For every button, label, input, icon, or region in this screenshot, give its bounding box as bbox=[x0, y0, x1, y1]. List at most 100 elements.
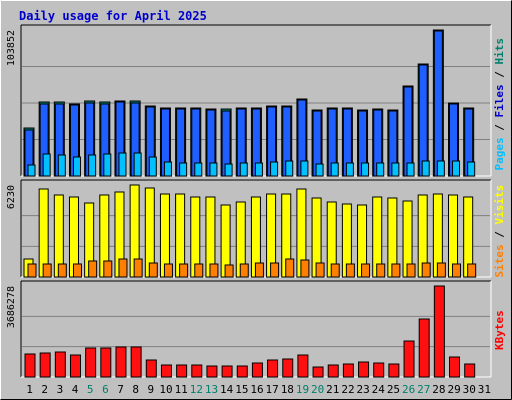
bar-pages-day-2 bbox=[42, 153, 51, 177]
bar-kbytes-day-15 bbox=[236, 365, 248, 378]
bar-sites-day-29 bbox=[452, 263, 462, 278]
bar-kbytes-day-24 bbox=[373, 362, 385, 378]
day-label: 19 bbox=[296, 383, 309, 396]
bar-pages-day-1 bbox=[27, 164, 36, 177]
day-label: 9 bbox=[148, 383, 155, 396]
bar-sites-day-30 bbox=[467, 263, 477, 278]
day-label: 1 bbox=[26, 383, 33, 396]
day-label: 2 bbox=[41, 383, 48, 396]
bar-kbytes-day-11 bbox=[176, 364, 188, 378]
bar-pages-day-3 bbox=[57, 154, 66, 177]
bar-pages-day-15 bbox=[239, 162, 248, 177]
series-label-part: / bbox=[493, 118, 506, 138]
bar-pages-day-9 bbox=[148, 156, 157, 177]
bar-sites-day-7 bbox=[118, 258, 128, 278]
bar-pages-day-28 bbox=[436, 160, 445, 177]
bar-files-day-27 bbox=[418, 64, 428, 177]
bar-kbytes-day-27 bbox=[418, 318, 430, 378]
bar-sites-day-16 bbox=[254, 262, 264, 278]
bar-sites-day-10 bbox=[163, 263, 173, 278]
day-label: 16 bbox=[250, 383, 263, 396]
day-label: 21 bbox=[326, 383, 339, 396]
bar-sites-day-28 bbox=[436, 262, 446, 278]
bar-pages-day-4 bbox=[72, 156, 81, 177]
bar-kbytes-day-13 bbox=[206, 365, 218, 378]
day-label: 11 bbox=[175, 383, 188, 396]
bar-kbytes-day-29 bbox=[449, 356, 461, 378]
series-label-part: Sites bbox=[493, 244, 506, 277]
bar-kbytes-day-3 bbox=[54, 351, 66, 378]
series-label-part: Pages bbox=[493, 137, 506, 170]
bar-sites-day-14 bbox=[224, 264, 234, 278]
bar-sites-day-22 bbox=[345, 263, 355, 278]
bar-kbytes-day-4 bbox=[69, 354, 81, 378]
day-label: 5 bbox=[87, 383, 94, 396]
bar-pages-day-21 bbox=[330, 162, 339, 177]
bar-sites-day-12 bbox=[194, 263, 204, 278]
bar-kbytes-day-30 bbox=[464, 363, 476, 378]
bar-kbytes-day-23 bbox=[358, 361, 370, 378]
bar-pages-day-23 bbox=[361, 162, 370, 177]
bar-sites-day-1 bbox=[27, 263, 37, 278]
bar-pages-day-7 bbox=[118, 152, 127, 177]
bar-pages-day-8 bbox=[133, 152, 142, 177]
bar-pages-day-29 bbox=[452, 160, 461, 177]
bar-sites-day-21 bbox=[330, 263, 340, 278]
bar-kbytes-day-5 bbox=[85, 347, 97, 378]
bar-pages-day-27 bbox=[421, 160, 430, 177]
bar-sites-day-2 bbox=[42, 263, 52, 278]
day-label: 7 bbox=[117, 383, 124, 396]
bar-pages-day-20 bbox=[315, 163, 324, 177]
day-label: 28 bbox=[432, 383, 445, 396]
bar-sites-day-6 bbox=[103, 260, 113, 278]
bar-pages-day-24 bbox=[376, 162, 385, 177]
bar-pages-day-16 bbox=[254, 162, 263, 177]
bar-sites-day-9 bbox=[148, 262, 158, 278]
bar-kbytes-day-8 bbox=[130, 346, 142, 378]
bar-pages-day-22 bbox=[345, 162, 354, 177]
day-label: 8 bbox=[132, 383, 139, 396]
bar-sites-day-13 bbox=[209, 263, 219, 278]
bar-pages-day-17 bbox=[270, 161, 279, 177]
max-value-label: 3686278 bbox=[6, 286, 17, 328]
bar-kbytes-day-17 bbox=[267, 359, 279, 378]
series-label-hits-files-pages: Pages / Files / Hits bbox=[493, 38, 506, 171]
bar-kbytes-day-26 bbox=[403, 340, 415, 378]
series-label-part: Hits bbox=[493, 38, 506, 65]
day-label: 17 bbox=[266, 383, 279, 396]
bar-kbytes-day-25 bbox=[388, 363, 400, 378]
day-label: 4 bbox=[72, 383, 79, 396]
day-label: 18 bbox=[281, 383, 294, 396]
bar-kbytes-day-12 bbox=[191, 364, 203, 378]
day-label: 10 bbox=[159, 383, 172, 396]
bar-kbytes-day-18 bbox=[282, 358, 294, 378]
bar-sites-day-3 bbox=[57, 263, 67, 278]
day-label: 24 bbox=[372, 383, 386, 396]
bar-sites-day-25 bbox=[391, 263, 401, 278]
series-label-part: Visits bbox=[493, 185, 506, 225]
day-label: 29 bbox=[447, 383, 460, 396]
bar-sites-day-24 bbox=[376, 263, 386, 278]
series-label-visits-sites: Sites / Visits bbox=[493, 185, 506, 278]
bar-sites-day-27 bbox=[421, 262, 431, 278]
bar-kbytes-day-20 bbox=[312, 366, 324, 378]
series-label-kbytes: KBytes bbox=[493, 310, 506, 350]
series-label-part: Files bbox=[493, 84, 506, 117]
day-label: 14 bbox=[220, 383, 234, 396]
chart-title: Daily usage for April 2025 bbox=[19, 9, 207, 23]
series-label-part: KBytes bbox=[493, 310, 506, 350]
bar-pages-day-12 bbox=[194, 162, 203, 177]
bar-pages-day-13 bbox=[209, 162, 218, 177]
bar-sites-day-19 bbox=[300, 259, 310, 278]
bar-kbytes-day-7 bbox=[115, 346, 127, 378]
bar-sites-day-11 bbox=[179, 263, 189, 278]
day-label: 12 bbox=[190, 383, 203, 396]
day-label: 3 bbox=[57, 383, 64, 396]
day-label: 23 bbox=[357, 383, 370, 396]
max-value-label: 103852 bbox=[6, 30, 17, 66]
bar-pages-day-19 bbox=[300, 160, 309, 177]
bar-pages-day-11 bbox=[179, 162, 188, 177]
bar-sites-day-17 bbox=[270, 262, 280, 278]
